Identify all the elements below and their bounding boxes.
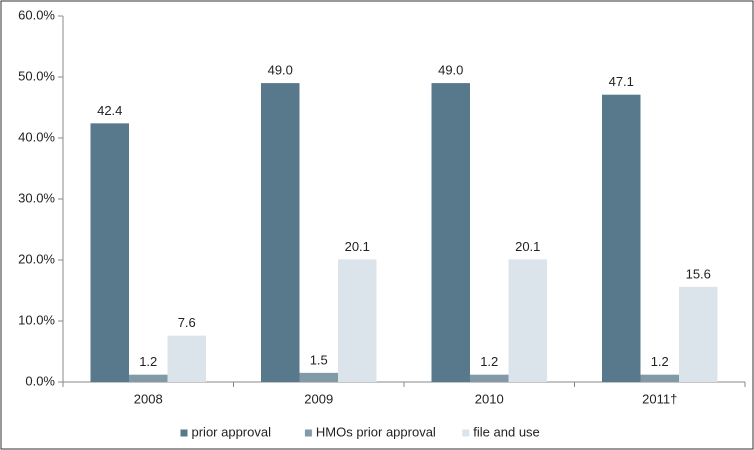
- value-label: 49.0: [268, 63, 293, 78]
- y-tick-label: 40.0%: [18, 129, 55, 144]
- value-label: 1.2: [139, 354, 157, 369]
- y-tick-label: 20.0%: [18, 251, 55, 266]
- value-label: 20.1: [515, 239, 540, 254]
- value-label: 49.0: [438, 63, 463, 78]
- bar: [129, 374, 168, 382]
- value-label: 15.6: [686, 266, 711, 281]
- legend-label: prior approval: [192, 424, 272, 439]
- bar: [508, 259, 547, 382]
- y-tick-label: 60.0%: [18, 7, 55, 22]
- bar: [338, 259, 377, 382]
- value-label: 1.2: [480, 354, 498, 369]
- legend-swatch: [462, 429, 470, 437]
- bar: [299, 372, 338, 382]
- value-label: 42.4: [97, 103, 122, 118]
- value-label: 1.5: [310, 352, 328, 367]
- bar: [679, 286, 718, 382]
- bar: [431, 83, 470, 382]
- x-tick-label: 2009: [304, 391, 333, 406]
- legend-label: HMOs prior approval: [316, 424, 436, 439]
- x-tick-label: 2008: [134, 391, 163, 406]
- bar: [261, 83, 300, 382]
- y-tick-label: 0.0%: [25, 373, 55, 388]
- bar: [167, 335, 206, 382]
- bar: [90, 123, 129, 383]
- bar: [602, 94, 641, 382]
- x-tick-label: 2011†: [642, 391, 677, 406]
- x-tick-label: 2010: [475, 391, 504, 406]
- y-tick-label: 50.0%: [18, 68, 55, 83]
- legend-swatch: [304, 429, 312, 437]
- legend-label: file and use: [473, 424, 540, 439]
- bar: [470, 374, 509, 382]
- y-tick-label: 30.0%: [18, 190, 55, 205]
- value-label: 20.1: [345, 239, 370, 254]
- value-label: 47.1: [609, 74, 634, 89]
- value-label: 1.2: [651, 354, 669, 369]
- value-label: 7.6: [178, 315, 196, 330]
- bar: [640, 374, 679, 382]
- legend-swatch: [180, 429, 188, 437]
- y-tick-label: 10.0%: [18, 312, 55, 327]
